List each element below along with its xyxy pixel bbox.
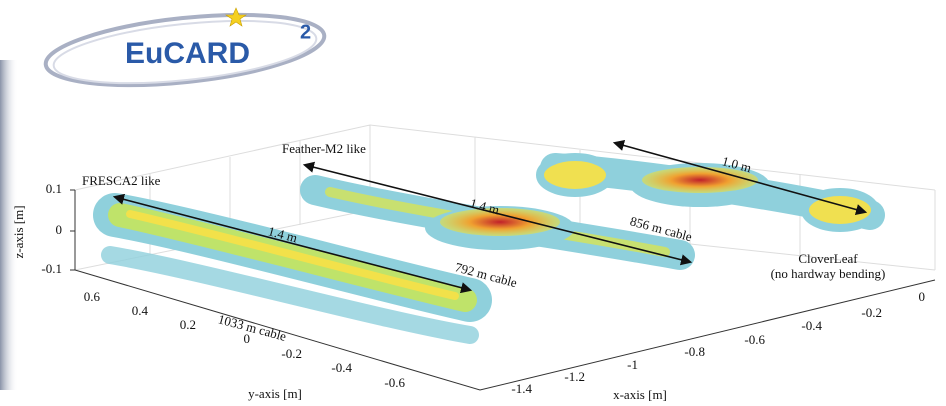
tick-label: 0.1 bbox=[46, 181, 62, 196]
logo: EuCARD 2 bbox=[42, 4, 327, 97]
tick-label: -0.4 bbox=[801, 318, 822, 333]
tick-label: 0.6 bbox=[84, 289, 101, 304]
tick-label: -1.2 bbox=[564, 369, 585, 384]
tick-label: 0 bbox=[244, 331, 251, 346]
coil-name: FRESCA2 like bbox=[82, 173, 161, 188]
tick-label: -0.8 bbox=[684, 344, 705, 359]
tick-label: -1 bbox=[627, 357, 638, 372]
coil-name: Feather-M2 like bbox=[282, 141, 366, 156]
tick-label: -1.4 bbox=[511, 381, 532, 396]
tick-label: 0.4 bbox=[132, 303, 149, 318]
tick-label: -0.4 bbox=[331, 360, 352, 375]
logo-text: EuCARD bbox=[125, 37, 250, 70]
tick-label: 0 bbox=[56, 222, 63, 237]
coil-cable: 1033 m cable bbox=[216, 311, 288, 344]
coil-name: CloverLeaf bbox=[798, 251, 858, 266]
axis-label: z-axis [m] bbox=[11, 205, 26, 258]
tick-label: -0.6 bbox=[384, 375, 405, 390]
tick-label: 0 bbox=[919, 289, 926, 304]
logo-superscript: 2 bbox=[300, 21, 311, 43]
axis-label: y-axis [m] bbox=[248, 386, 302, 401]
tick-label: -0.1 bbox=[41, 261, 62, 276]
tick-label: -0.2 bbox=[281, 346, 302, 361]
tick-label: -0.6 bbox=[744, 332, 765, 347]
tick-label: 0.2 bbox=[180, 317, 196, 332]
tick-label: -0.2 bbox=[861, 305, 882, 320]
coil-cloverleaf bbox=[540, 157, 875, 228]
figure: EuCARD 2 FRESCA2 like 1.4 m 1033 m cable… bbox=[0, 0, 946, 406]
coil-note: (no hardway bending) bbox=[771, 266, 886, 281]
axis-label: x-axis [m] bbox=[613, 387, 667, 402]
